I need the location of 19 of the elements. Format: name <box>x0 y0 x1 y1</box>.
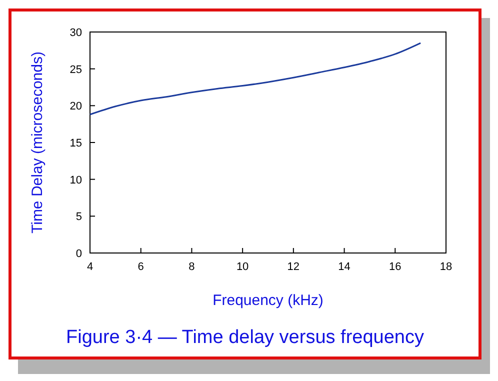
y-tick-label: 15 <box>70 138 82 150</box>
x-tick-label: 18 <box>440 261 452 273</box>
x-tick-label: 14 <box>338 261 350 273</box>
y-tick-label: 10 <box>70 174 82 186</box>
x-tick-label: 12 <box>287 261 300 273</box>
y-tick-label: 0 <box>76 248 82 260</box>
y-tick-label: 30 <box>70 27 82 39</box>
x-tick-label: 8 <box>188 261 195 273</box>
y-tick-label: 25 <box>70 64 82 76</box>
text: Figure 3·4 — Time delay versus frequency <box>66 327 424 348</box>
y-tick-label: 20 <box>70 100 82 113</box>
x-tick-label: 6 <box>138 261 144 273</box>
x-tick-label: 10 <box>236 261 249 273</box>
x-tick-label: 4 <box>86 261 94 273</box>
y-tick-label: 5 <box>76 211 82 224</box>
x-tick-label: 16 <box>389 261 402 273</box>
line-series <box>89 42 422 116</box>
x-axis-title: Frequency (kHz) <box>212 292 324 309</box>
y-axis-title: Time Delay (microseconds) <box>29 52 46 234</box>
